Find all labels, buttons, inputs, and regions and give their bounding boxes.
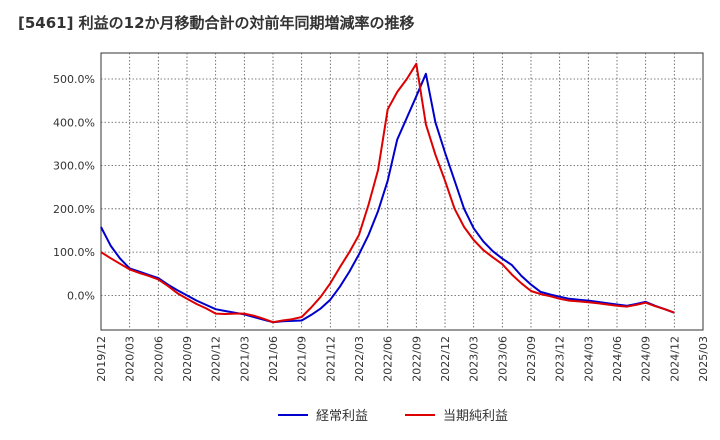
y-tick-label: 0.0% (67, 289, 95, 302)
plot-frame (100, 52, 704, 331)
x-tick-label: 2022/03 (353, 336, 366, 382)
x-tick-label: 2022/09 (410, 336, 423, 382)
x-tick-label: 2023/09 (525, 336, 538, 382)
x-tick-label: 2023/06 (496, 336, 509, 382)
x-tick-label: 2020/03 (124, 336, 137, 382)
x-tick-label: 2024/12 (668, 336, 681, 382)
axis-layer: 0.0% 100.0% 200.0% 300.0% 400.0% 500.0% 2019/1… (53, 73, 710, 382)
x-tick-label: 2023/12 (554, 336, 567, 382)
y-tick-label: 300.0% (53, 160, 95, 173)
legend-label: 当期純利益 (443, 409, 508, 424)
y-tick-label: 200.0% (53, 203, 95, 216)
x-tick-label: 2021/06 (267, 336, 280, 382)
x-tick-label: 2021/09 (296, 336, 309, 382)
x-tick-label: 2020/09 (181, 336, 194, 382)
x-tick-label: 2025/03 (697, 336, 710, 382)
y-tick-label: 500.0% (53, 73, 95, 86)
y-tick-label: 100.0% (53, 246, 95, 259)
x-tick-label: 2019/12 (95, 336, 108, 382)
x-tick-label: 2024/09 (640, 336, 653, 382)
chart-title: [5461] 利益の12か月移動合計の対前年同期増減率の推移 (18, 14, 415, 32)
series-line-keijo-rieki (100, 72, 675, 324)
x-tick-label: 2020/06 (152, 336, 165, 382)
legend-label: 経常利益 (316, 409, 368, 424)
series-line-toki-jun-rieki (100, 62, 675, 324)
series-layer (100, 62, 675, 324)
y-tick-label: 400.0% (53, 116, 95, 129)
x-tick-label: 2023/03 (468, 336, 481, 382)
x-tick-label: 2021/12 (324, 336, 337, 382)
x-tick-label: 2022/06 (382, 336, 395, 382)
grid-layer (100, 52, 704, 331)
x-tick-label: 2022/12 (439, 336, 452, 382)
x-tick-label: 2021/03 (238, 336, 251, 382)
x-tick-label: 2020/12 (210, 336, 223, 382)
legend-layer: 経常利益 当期純利益 (278, 409, 508, 424)
x-tick-label: 2024/06 (611, 336, 624, 382)
x-tick-label: 2024/03 (582, 336, 595, 382)
